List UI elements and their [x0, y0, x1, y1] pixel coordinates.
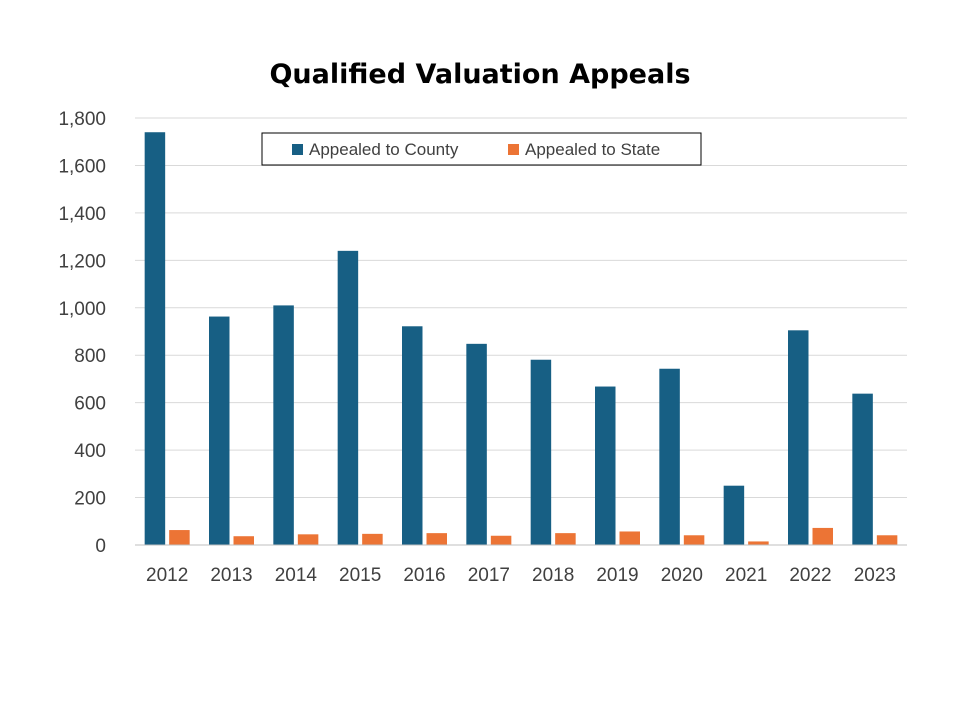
bar-state — [297, 534, 319, 545]
x-tick-label: 2021 — [725, 565, 767, 586]
legend: Appealed to County Appealed to State — [261, 132, 702, 166]
y-axis-ticks: 0 200 400 600 800 1,000 1,200 1,400 1,600 1,800 — [58, 109, 106, 557]
bar-state — [362, 533, 383, 545]
bar-state — [169, 530, 190, 545]
bar-state — [233, 536, 254, 545]
x-axis-ticks: 2012 2013 2014 2015 2016 2017 2018 2019 2020 2021… — [146, 565, 896, 586]
bar-state — [812, 527, 833, 545]
x-tick-label: 2023 — [854, 565, 896, 586]
legend-swatch-county — [292, 144, 303, 155]
bar-county — [337, 250, 359, 545]
x-tick-label: 2017 — [468, 565, 510, 586]
y-tick-label: 200 — [74, 489, 106, 510]
bar-state — [490, 535, 512, 545]
x-tick-label: 2013 — [210, 565, 252, 586]
bar-county — [209, 316, 230, 545]
bar-county — [402, 326, 423, 545]
x-tick-label: 2016 — [403, 565, 445, 586]
y-tick-label: 1,200 — [58, 251, 106, 272]
bar-county — [466, 343, 487, 545]
y-tick-label: 1,600 — [58, 156, 106, 177]
y-tick-label: 1,400 — [58, 204, 106, 225]
legend-label-state: Appealed to State — [525, 140, 660, 159]
bar-county — [723, 485, 745, 545]
x-tick-label: 2020 — [661, 565, 703, 586]
chart-title: Qualified Valuation Appeals — [269, 59, 690, 90]
x-tick-label: 2022 — [789, 565, 831, 586]
bar-state — [748, 541, 769, 545]
bar-state — [426, 533, 447, 545]
bars — [144, 132, 898, 545]
x-tick-label: 2012 — [146, 565, 188, 586]
bar-county — [530, 359, 552, 545]
y-tick-label: 1,800 — [58, 109, 106, 130]
bar-state — [555, 533, 576, 545]
x-tick-label: 2015 — [339, 565, 381, 586]
x-tick-label: 2014 — [275, 565, 318, 586]
legend-box — [261, 132, 702, 166]
bar-state — [619, 531, 640, 545]
bar-county — [595, 386, 616, 545]
bar-state — [683, 535, 705, 545]
bar-county — [273, 305, 294, 545]
legend-label-county: Appealed to County — [309, 140, 459, 159]
bar-county — [144, 132, 166, 545]
gridlines — [135, 117, 907, 499]
bar-county — [852, 393, 873, 545]
bar-county — [788, 330, 809, 545]
y-tick-label: 1,000 — [58, 299, 106, 320]
bar-county — [659, 368, 680, 545]
y-tick-label: 800 — [74, 346, 106, 367]
x-tick-label: 2018 — [532, 565, 574, 586]
y-tick-label: 0 — [95, 536, 106, 557]
bar-state — [876, 535, 898, 545]
x-tick-label: 2019 — [596, 565, 638, 586]
y-tick-label: 600 — [74, 394, 106, 415]
legend-swatch-state — [508, 144, 519, 155]
y-tick-label: 400 — [74, 441, 106, 462]
